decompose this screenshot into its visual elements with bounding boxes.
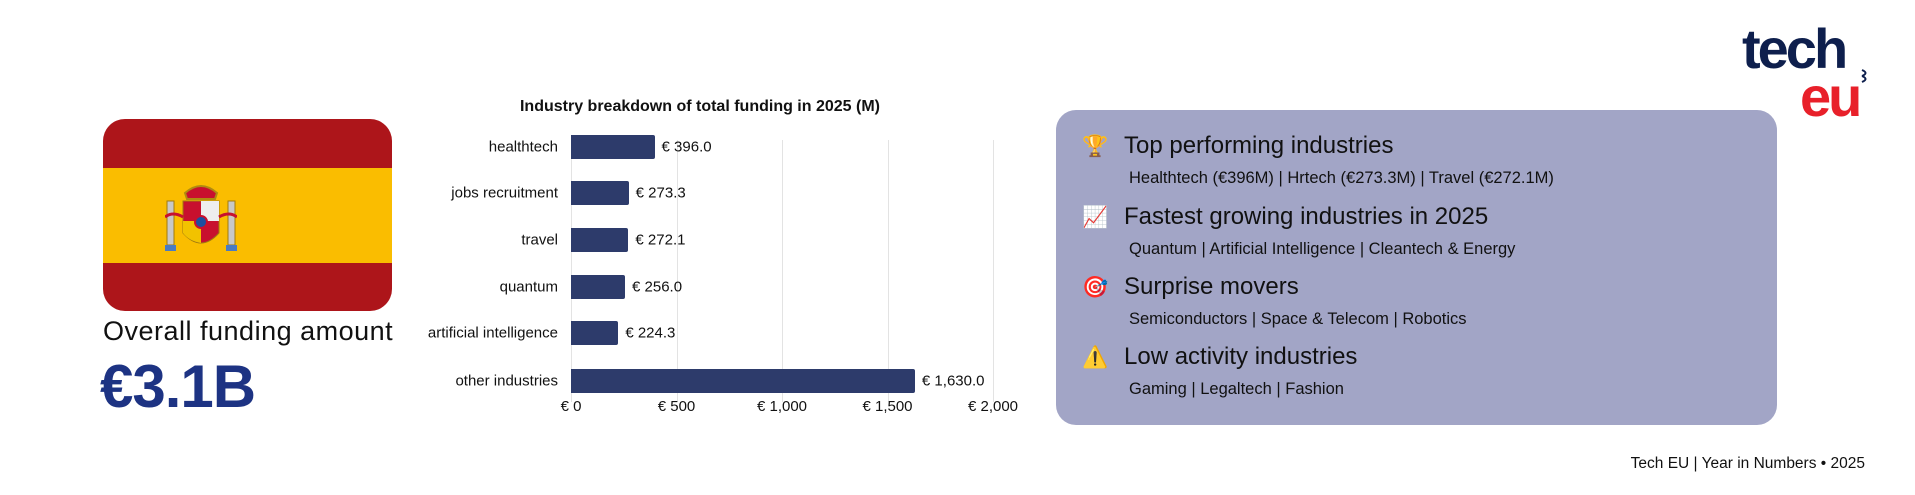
data-label: € 224.3 <box>625 324 676 342</box>
overall-funding-value: €3.1B <box>100 353 256 420</box>
section-detail: Healthtech (€396M) | Hrtech (€273.3M) | … <box>1129 169 1554 187</box>
section-title: Surprise movers <box>1124 273 1299 300</box>
data-label: € 272.1 <box>635 231 686 249</box>
chart-increasing-icon: 📈 <box>1082 206 1109 229</box>
x-tick-label: € 500 <box>657 398 696 415</box>
category-label: travel <box>521 231 558 249</box>
chart-title: Industry breakdown of total funding in 2… <box>519 98 880 115</box>
section-title: Low activity industries <box>1124 343 1358 370</box>
trophy-icon: 🏆 <box>1082 135 1109 158</box>
category-label: artificial intelligence <box>427 324 558 342</box>
svg-text:tech: tech <box>1742 20 1845 80</box>
bar <box>571 135 655 159</box>
category-label: quantum <box>499 278 558 296</box>
bar <box>571 321 619 345</box>
gridline <box>676 140 678 402</box>
category-label: jobs recruitment <box>451 184 558 202</box>
coat-of-arms-icon <box>165 185 237 251</box>
bar <box>571 369 915 393</box>
bar <box>571 181 629 205</box>
insights-panel: 🏆 Top performing industries Healthtech (€3… <box>1056 110 1777 425</box>
bar-chart: € 0 € 500 € 1,000 € 1,500 € 2,000 healthtech €… <box>380 130 1030 430</box>
section-title: Top performing industries <box>1124 132 1394 159</box>
x-tick-label: € 1,500 <box>862 398 913 415</box>
footer-text: Tech EU | Year in Numbers • 2025 <box>1630 455 1865 472</box>
gridline <box>571 140 572 402</box>
section-detail: Gaming | Legaltech | Fashion <box>1129 380 1344 398</box>
overall-funding-label: Overall funding amount <box>103 316 394 346</box>
section-detail: Quantum | Artificial Intelligence | Clea… <box>1129 240 1516 258</box>
data-label: € 1,630.0 <box>921 372 985 390</box>
x-tick-label: € 1,000 <box>756 398 808 415</box>
category-label: healthtech <box>488 138 558 156</box>
tech-eu-logo: tech eu <box>1742 20 1867 120</box>
section-title: Fastest growing industries in 2025 <box>1124 203 1489 230</box>
category-label: other industries <box>455 372 558 390</box>
x-tick-label: € 0 <box>560 398 582 415</box>
data-label: € 256.0 <box>632 278 683 296</box>
data-label: € 273.3 <box>635 184 686 202</box>
flag-yellow-band <box>103 168 392 263</box>
gridline <box>887 140 889 402</box>
target-icon: 🎯 <box>1082 276 1109 299</box>
gridline <box>782 140 783 402</box>
gridline <box>993 140 994 402</box>
bar <box>571 275 626 299</box>
svg-text:eu: eu <box>1800 65 1859 120</box>
x-tick-label: € 2,000 <box>967 398 1019 415</box>
data-label: € 396.0 <box>661 138 712 156</box>
warning-icon: ⚠️ <box>1082 346 1109 369</box>
section-detail: Semiconductors | Space & Telecom | Robot… <box>1129 310 1467 328</box>
bar <box>571 228 629 252</box>
spain-flag-icon <box>103 119 392 311</box>
